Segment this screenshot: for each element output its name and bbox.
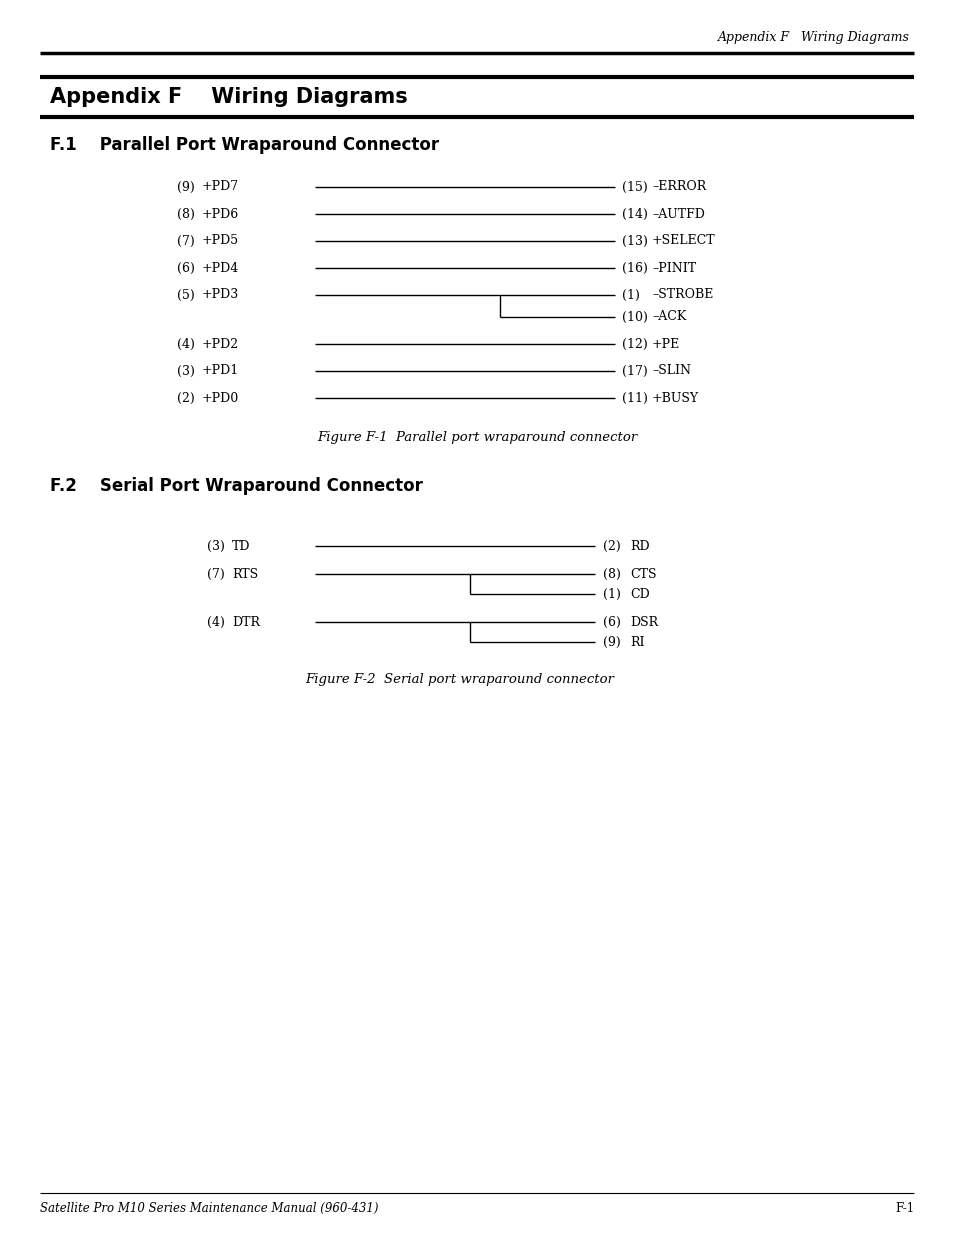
Text: F-1: F-1 bbox=[894, 1202, 913, 1214]
Text: –ERROR: –ERROR bbox=[651, 180, 705, 194]
Text: –PINIT: –PINIT bbox=[651, 262, 696, 274]
Text: (11): (11) bbox=[621, 391, 647, 405]
Text: +PD2: +PD2 bbox=[202, 337, 239, 351]
Text: Figure F-1  Parallel port wraparound connector: Figure F-1 Parallel port wraparound conn… bbox=[316, 431, 637, 445]
Text: +PD3: +PD3 bbox=[202, 289, 239, 301]
Text: +PD4: +PD4 bbox=[202, 262, 239, 274]
Text: (2): (2) bbox=[177, 391, 194, 405]
Text: F.2    Serial Port Wraparound Connector: F.2 Serial Port Wraparound Connector bbox=[50, 477, 422, 495]
Text: DTR: DTR bbox=[232, 615, 260, 629]
Text: CTS: CTS bbox=[629, 568, 656, 580]
Text: (13): (13) bbox=[621, 235, 647, 247]
Text: (5): (5) bbox=[177, 289, 194, 301]
Text: (3): (3) bbox=[207, 540, 225, 552]
Text: TD: TD bbox=[232, 540, 251, 552]
Text: (8): (8) bbox=[602, 568, 620, 580]
Text: +PE: +PE bbox=[651, 337, 679, 351]
Text: Appendix F   Wiring Diagrams: Appendix F Wiring Diagrams bbox=[718, 31, 909, 43]
Text: (14): (14) bbox=[621, 207, 647, 221]
Text: (10): (10) bbox=[621, 310, 647, 324]
Text: +SELECT: +SELECT bbox=[651, 235, 715, 247]
Text: (6): (6) bbox=[602, 615, 620, 629]
Text: (1): (1) bbox=[602, 588, 620, 600]
Text: –AUTFD: –AUTFD bbox=[651, 207, 704, 221]
Text: +PD5: +PD5 bbox=[202, 235, 239, 247]
Text: DSR: DSR bbox=[629, 615, 658, 629]
Text: RD: RD bbox=[629, 540, 649, 552]
Text: (9): (9) bbox=[177, 180, 194, 194]
Text: +PD7: +PD7 bbox=[202, 180, 239, 194]
Text: (12): (12) bbox=[621, 337, 647, 351]
Text: +BUSY: +BUSY bbox=[651, 391, 699, 405]
Text: (9): (9) bbox=[602, 636, 620, 648]
Text: Satellite Pro M10 Series Maintenance Manual (960-431): Satellite Pro M10 Series Maintenance Man… bbox=[40, 1202, 378, 1214]
Text: (4): (4) bbox=[177, 337, 194, 351]
Text: –STROBE: –STROBE bbox=[651, 289, 713, 301]
Text: (8): (8) bbox=[177, 207, 194, 221]
Text: Appendix F    Wiring Diagrams: Appendix F Wiring Diagrams bbox=[50, 86, 407, 107]
Text: Figure F-2  Serial port wraparound connector: Figure F-2 Serial port wraparound connec… bbox=[305, 673, 614, 687]
Text: (7): (7) bbox=[177, 235, 194, 247]
Text: (16): (16) bbox=[621, 262, 647, 274]
Text: RTS: RTS bbox=[232, 568, 258, 580]
Text: (4): (4) bbox=[207, 615, 225, 629]
Text: (7): (7) bbox=[207, 568, 225, 580]
Text: CD: CD bbox=[629, 588, 649, 600]
Text: +PD6: +PD6 bbox=[202, 207, 239, 221]
Text: (2): (2) bbox=[602, 540, 620, 552]
Text: +PD0: +PD0 bbox=[202, 391, 239, 405]
Text: (6): (6) bbox=[177, 262, 194, 274]
Text: (3): (3) bbox=[177, 364, 194, 378]
Text: (1): (1) bbox=[621, 289, 639, 301]
Text: (15): (15) bbox=[621, 180, 647, 194]
Text: F.1    Parallel Port Wraparound Connector: F.1 Parallel Port Wraparound Connector bbox=[50, 136, 438, 154]
Text: –ACK: –ACK bbox=[651, 310, 685, 324]
Text: –SLIN: –SLIN bbox=[651, 364, 690, 378]
Text: +PD1: +PD1 bbox=[202, 364, 239, 378]
Text: (17): (17) bbox=[621, 364, 647, 378]
Text: RI: RI bbox=[629, 636, 644, 648]
